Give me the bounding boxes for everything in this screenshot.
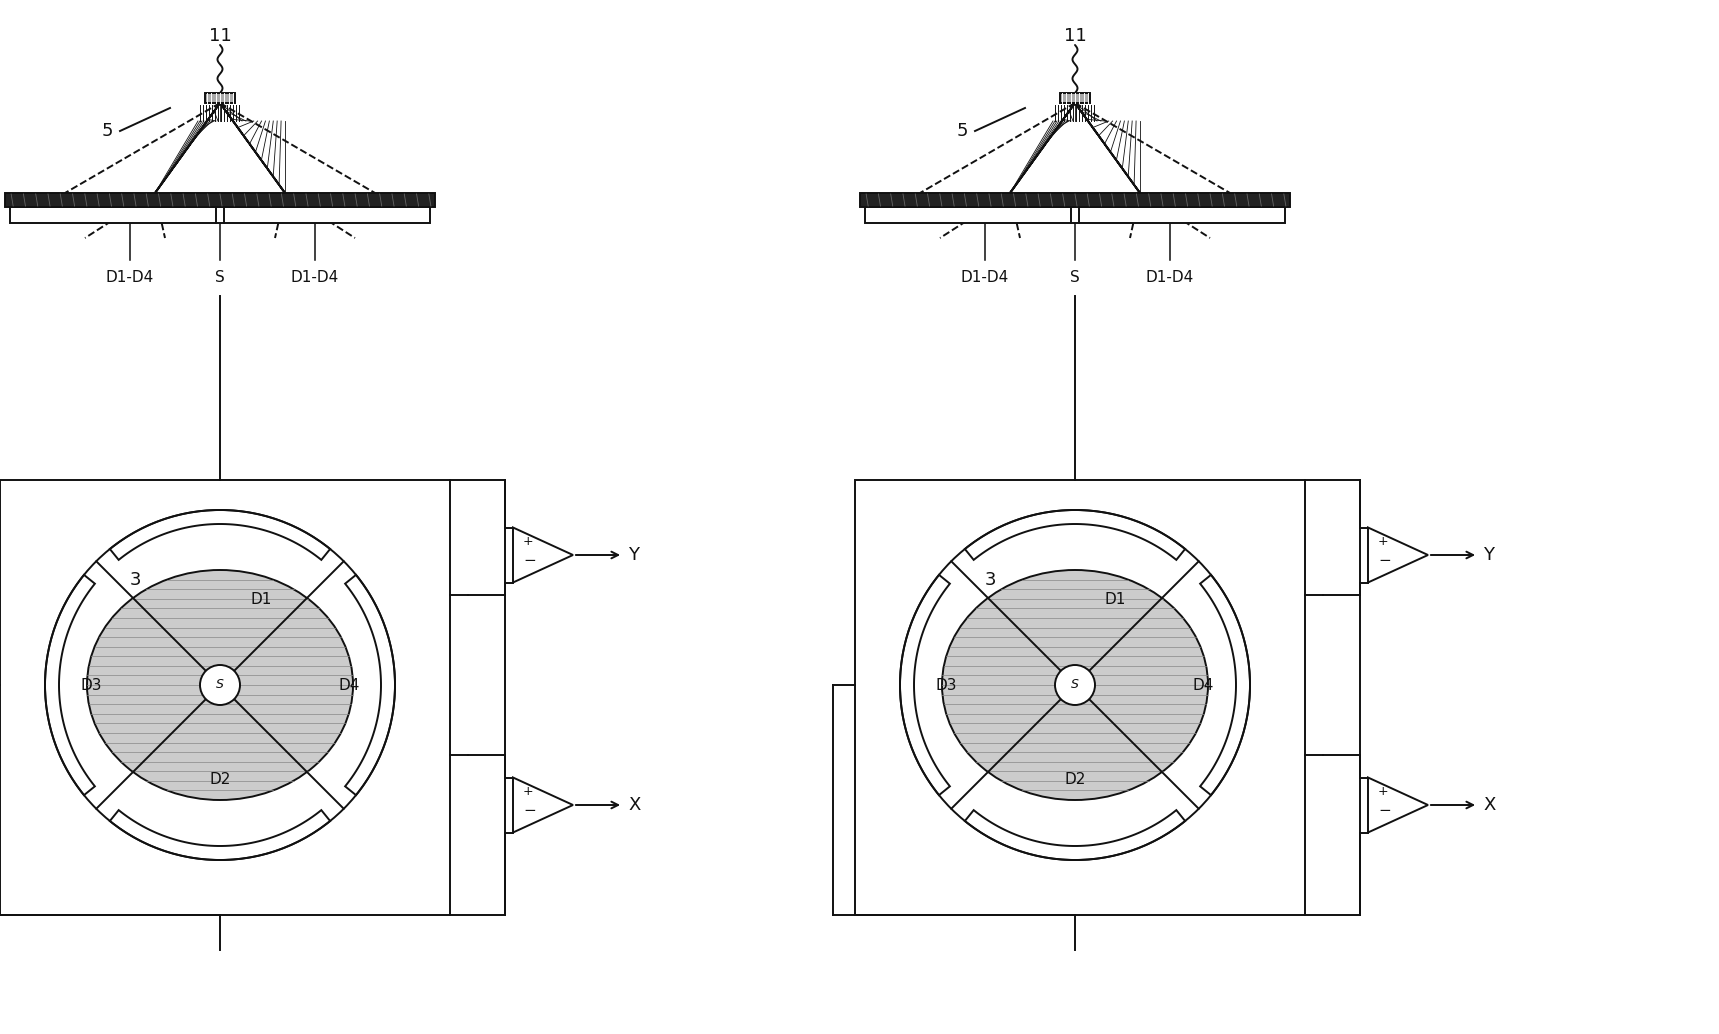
Bar xyxy=(865,207,1286,223)
Text: D4: D4 xyxy=(1193,677,1214,693)
Text: D1-D4: D1-D4 xyxy=(1147,271,1195,285)
Polygon shape xyxy=(110,510,330,559)
Text: +: + xyxy=(1379,535,1389,548)
Text: 3: 3 xyxy=(985,571,995,589)
Text: X: X xyxy=(627,796,641,814)
Text: 11: 11 xyxy=(1064,27,1086,45)
Bar xyxy=(0,480,450,915)
Text: −: − xyxy=(523,803,536,818)
Bar xyxy=(854,480,1305,915)
Text: 11: 11 xyxy=(208,27,232,45)
Text: −: − xyxy=(1379,803,1391,818)
Text: D2: D2 xyxy=(210,772,230,788)
Bar xyxy=(10,207,430,223)
Polygon shape xyxy=(964,810,1184,860)
Text: 3: 3 xyxy=(129,571,141,589)
Polygon shape xyxy=(1200,575,1250,795)
Text: D2: D2 xyxy=(1064,772,1086,788)
Text: D1-D4: D1-D4 xyxy=(291,271,339,285)
Text: +: + xyxy=(523,785,533,798)
Bar xyxy=(1061,93,1090,103)
Text: Y: Y xyxy=(627,546,639,564)
Text: D1: D1 xyxy=(1105,592,1126,608)
Bar xyxy=(860,193,1289,207)
Text: D3: D3 xyxy=(81,677,101,693)
Text: D4: D4 xyxy=(339,677,359,693)
Text: −: − xyxy=(523,553,536,568)
Polygon shape xyxy=(901,575,951,795)
Text: S: S xyxy=(215,271,225,285)
Circle shape xyxy=(1055,665,1095,705)
Polygon shape xyxy=(45,575,95,795)
Text: +: + xyxy=(523,535,533,548)
Text: D1-D4: D1-D4 xyxy=(107,271,155,285)
Polygon shape xyxy=(110,810,330,860)
Text: 5: 5 xyxy=(956,122,968,140)
Text: S: S xyxy=(1071,271,1080,285)
Ellipse shape xyxy=(942,570,1208,800)
Text: D3: D3 xyxy=(935,677,957,693)
Text: X: X xyxy=(1483,796,1496,814)
Ellipse shape xyxy=(88,570,352,800)
Polygon shape xyxy=(964,510,1184,559)
Text: D1-D4: D1-D4 xyxy=(961,271,1009,285)
Text: +: + xyxy=(1379,785,1389,798)
Circle shape xyxy=(199,665,241,705)
Polygon shape xyxy=(512,527,572,582)
Polygon shape xyxy=(512,778,572,832)
Text: D1: D1 xyxy=(249,592,272,608)
Text: Y: Y xyxy=(1483,546,1494,564)
Text: 5: 5 xyxy=(101,122,113,140)
Text: −: − xyxy=(1379,553,1391,568)
Polygon shape xyxy=(1368,527,1428,582)
Text: S: S xyxy=(217,678,223,692)
Bar xyxy=(5,193,435,207)
Polygon shape xyxy=(346,575,395,795)
Polygon shape xyxy=(1368,778,1428,832)
Text: S: S xyxy=(1071,678,1080,692)
Bar xyxy=(205,93,236,103)
